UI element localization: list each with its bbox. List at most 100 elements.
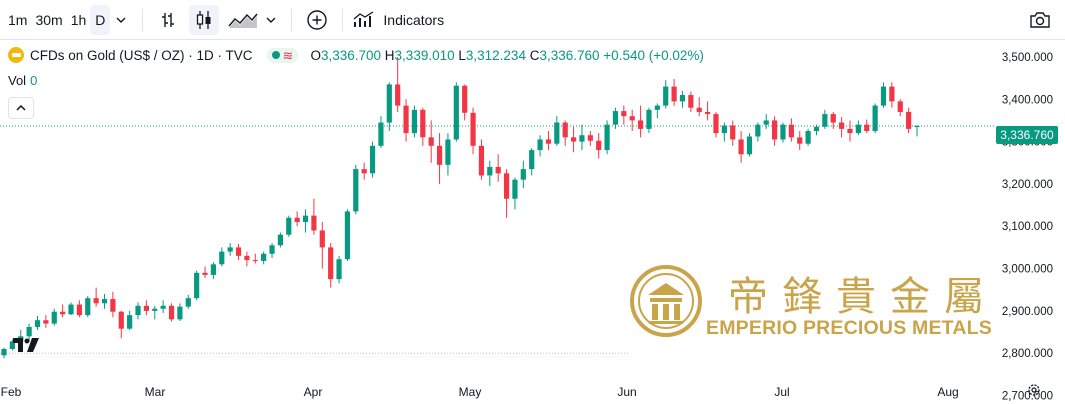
candle-body <box>545 139 552 144</box>
candle-body <box>51 311 57 324</box>
candle-body <box>93 298 99 304</box>
candle-body <box>805 131 811 144</box>
candle-body <box>101 299 108 304</box>
open-value: 3,336.700 <box>320 47 382 63</box>
toolbar-divider <box>142 8 144 31</box>
change-value: +0.540 (+0.02%) <box>603 47 704 63</box>
candle-body <box>428 137 434 146</box>
candle-body <box>302 215 309 222</box>
candle-body <box>520 169 526 180</box>
candle-body <box>210 264 217 275</box>
high-key: H <box>384 47 395 63</box>
candle-body <box>679 95 686 102</box>
indicators-button[interactable]: Indicators <box>353 10 444 29</box>
y-tick-label: 2,700.000 <box>1002 391 1053 403</box>
candle-body <box>847 128 853 134</box>
candle-body <box>554 122 560 144</box>
y-tick-label: 3,200.000 <box>1002 179 1053 191</box>
candle-body <box>646 109 652 129</box>
candle-body <box>512 179 518 199</box>
watermark-chinese: 帝鋒貴金屬 <box>728 274 998 320</box>
candle-body <box>60 311 66 315</box>
candle-body <box>562 122 568 138</box>
last-price-tag: 3,336.760 <box>996 126 1058 144</box>
bar-chart-icon[interactable] <box>153 5 183 35</box>
candle-body <box>813 126 820 131</box>
x-tick-label: Jul <box>774 385 789 399</box>
time-axis[interactable]: Feb Mar Apr May Jun Jul Aug <box>1 385 959 399</box>
interval-1m[interactable]: 1m <box>8 11 28 28</box>
candle-body <box>403 105 409 134</box>
candle-body <box>453 85 459 140</box>
candle-body <box>462 85 468 113</box>
x-tick-label: Mar <box>145 385 166 399</box>
candle-body <box>110 299 116 312</box>
candle-body <box>9 341 15 349</box>
x-tick-label: Apr <box>304 385 323 399</box>
collapse-legend-button[interactable] <box>8 97 34 119</box>
candle-body <box>152 308 158 311</box>
candle-body <box>202 272 208 275</box>
candle-body <box>587 135 593 141</box>
candle-body <box>872 105 878 131</box>
candle-body <box>596 140 602 151</box>
candlestick-chart[interactable]: 3,500.0003,400.0003,300.0003,200.0003,10… <box>0 40 1065 404</box>
wave-icon: ≋ <box>282 47 294 63</box>
area-chart-icon[interactable] <box>225 5 261 35</box>
candle-body <box>663 86 669 106</box>
candle-body <box>436 145 443 165</box>
candle-body <box>294 217 300 222</box>
chart-legend: CFDs on Gold (US$ / OZ) · 1D · TVC ≋ O3,… <box>8 47 704 63</box>
candles-icon[interactable] <box>189 4 220 35</box>
interval-30m[interactable]: 30m <box>35 11 63 28</box>
camera-icon[interactable] <box>1025 5 1055 35</box>
volume-legend: Vol 0 <box>8 73 37 88</box>
candle-body <box>369 145 376 174</box>
candle-body <box>855 124 861 134</box>
candle-body <box>478 145 485 176</box>
close-key: C <box>529 47 540 63</box>
candle-body <box>445 139 451 165</box>
candle-body <box>361 169 367 174</box>
candle-body <box>621 111 627 117</box>
settings-gear-icon[interactable] <box>1027 383 1041 397</box>
x-tick-label: Aug <box>937 385 958 399</box>
candle-body <box>755 124 761 137</box>
candle-body <box>604 124 610 151</box>
chevron-down-icon[interactable] <box>110 5 132 35</box>
candle-body <box>897 101 903 112</box>
candle-body <box>286 217 292 235</box>
toolbar: 1m 30m 1h D Indicators <box>0 0 1065 40</box>
candle-body <box>277 234 284 246</box>
interval-1d[interactable]: D <box>90 4 111 35</box>
candle-body <box>160 305 166 309</box>
market-status-pill[interactable]: ≋ <box>266 47 299 63</box>
symbol-title[interactable]: CFDs on Gold (US$ / OZ) · 1D · TVC <box>30 47 253 63</box>
price-axis[interactable]: 3,500.0003,400.0003,300.0003,200.0003,10… <box>1002 52 1053 403</box>
candle-body <box>168 305 175 320</box>
candle-body <box>788 124 794 138</box>
high-value: 3,339.010 <box>394 47 455 63</box>
candle-body <box>503 173 510 199</box>
candle-body <box>487 166 493 176</box>
close-value: 3,336.760 <box>539 47 600 63</box>
candle-body <box>570 137 577 142</box>
x-tick-label: May <box>459 385 482 399</box>
candle-body <box>772 120 778 140</box>
candle-body <box>386 84 392 123</box>
candle-body <box>822 114 828 127</box>
y-tick-label: 3,400.000 <box>1002 94 1053 106</box>
candle-body <box>612 111 619 125</box>
open-key: O <box>310 47 321 63</box>
chevron-down-icon[interactable] <box>261 5 281 35</box>
candle-body <box>177 306 183 320</box>
plus-circle-icon[interactable] <box>302 5 332 35</box>
interval-1h[interactable]: 1h <box>70 11 87 28</box>
watermark-english: EMPERIO PRECIOUS METALS <box>706 317 992 339</box>
candle-body <box>1 348 7 356</box>
candle-body <box>906 111 912 129</box>
tradingview-logo-icon[interactable] <box>12 336 42 354</box>
gold-symbol-icon <box>8 47 24 63</box>
candles <box>1 56 920 359</box>
indicators-icon <box>353 10 374 27</box>
